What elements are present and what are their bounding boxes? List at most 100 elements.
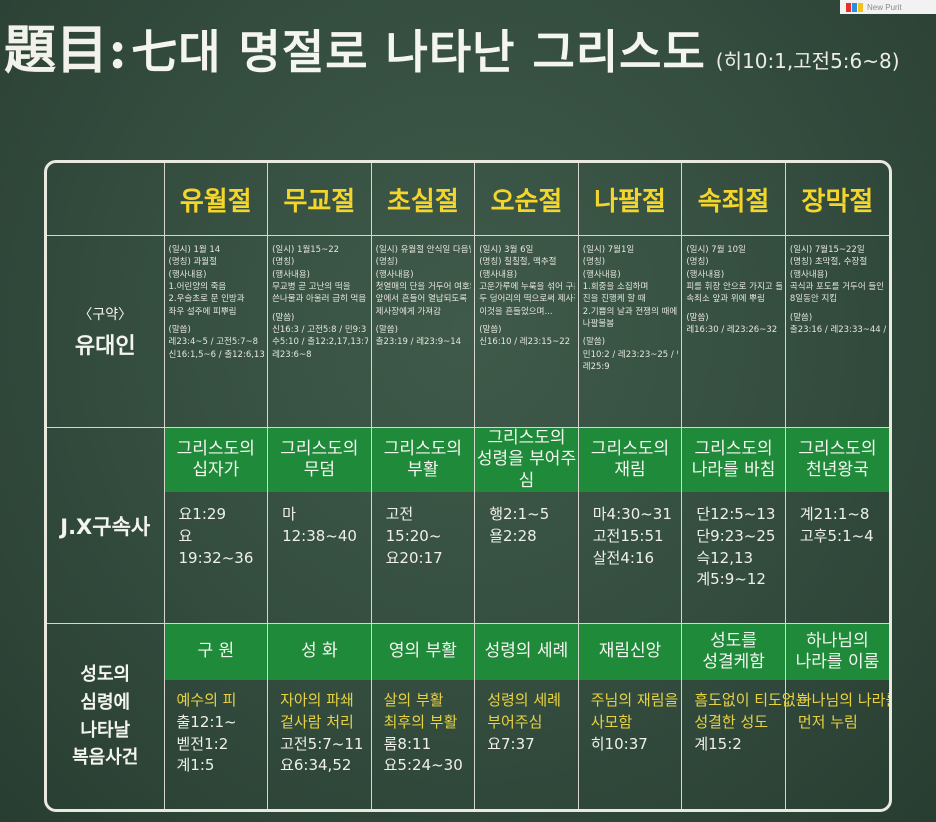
jx-ref: 요19:32~36 (178, 526, 254, 567)
jx-ref: 살전4:16 (592, 548, 655, 567)
jewish-line: 고운가루에 누룩을 섞어 구운 (479, 281, 575, 292)
jewish-row: 〈구약〉 유대인 (일시) 1월 14 (명칭) 과월절 (행사내용) 1.어린양의 … (47, 235, 889, 428)
jx-ref: 마4:30~31 (592, 505, 672, 523)
gospel-theme: 성령의 세례 (487, 691, 561, 709)
gospel-body: 살의 부활 최후의 부활 롬8:11 요5:24~30 (372, 680, 475, 777)
jx-ref: 욜2:28 (489, 526, 537, 545)
gospel-cell: 재림신앙 주님의 재림을 사모함 히10:37 (577, 623, 683, 809)
gospel-cell: 영의 부활 살의 부활 최후의 부활 롬8:11 요5:24~30 (370, 623, 476, 809)
jx-heading-line: 십자가 (192, 460, 240, 480)
gospel-theme: 흠도없이 티도없는 (694, 691, 810, 709)
jewish-line: (행사내용) (686, 269, 725, 280)
jx-cell: 그리스도의 부활 고전15:20~ 요20:17 (370, 427, 476, 624)
gospel-heading-line: 구 원 (197, 641, 235, 662)
jx-row: J.X구속사 그리스도의 십자가 요1:29 요19:32~36 그리스도의 무덤 마12:… (47, 427, 889, 624)
row-head-line: 복음사건 (72, 747, 139, 769)
jx-ref: 슥12,13 (696, 548, 754, 567)
jewish-line: 8일동안 지킴 (789, 294, 838, 305)
feast-name: 장막절 (784, 163, 889, 236)
feast-name: 나팔절 (577, 163, 683, 236)
jewish-line: (행사내용) (168, 269, 207, 280)
jewish-block: (말씀)출23:16 / 레23:33~44 / 신16:13 (790, 312, 886, 337)
jx-heading: 그리스도의 부활 (371, 428, 475, 492)
gospel-cell: 성령의 세례 성령의 세례 부어주심 요7:37 (474, 623, 579, 809)
jx-cell: 그리스도의 십자가 요1:29 요19:32~36 (163, 427, 269, 624)
gospel-heading: 하나님의 나라를 이룸 (785, 624, 889, 680)
gospel-heading-line: 성 화 (301, 641, 338, 662)
corner-cell (47, 163, 165, 236)
jewish-block: (말씀)민10:2 / 레23:23~25 / 민29:1~6레25:9 (583, 336, 679, 373)
gospel-theme: 주님의 재림을 (590, 691, 679, 709)
gospel-ref: 요6:34,52 (280, 756, 352, 775)
row-head-line: 나타날 (80, 719, 131, 741)
gospel-heading-line: 나라를 이룸 (795, 652, 880, 672)
jx-heading-line: 천년왕국 (806, 460, 869, 480)
jewish-line: 수5:10 / 출12:2,17,13:7 (272, 337, 368, 348)
row-head-sub: 〈구약〉 (78, 306, 133, 323)
gospel-body: 흠도없이 티도없는 성결한 성도 계15:2 (682, 680, 810, 755)
feast-name: 오순절 (474, 163, 579, 236)
gospel-ref: 요7:37 (487, 734, 535, 753)
jewish-line: 신16:10 / 레23:15~22 (479, 337, 571, 348)
gospel-heading-line: 하나님의 (806, 630, 869, 651)
jewish-line: (명칭) (582, 257, 606, 268)
page-title: 題目 : 七대 명절로 나타난 그리스도 (히10:1,고전5:6~8) (4, 8, 934, 90)
jx-ref: 마12:38~40 (282, 505, 357, 545)
jewish-line: 이것을 흔들었으며... (479, 306, 553, 317)
feast-header-row: 유월절 무교절 초실절 오순절 나팔절 속죄절 장막절 (47, 163, 889, 236)
jx-heading: 그리스도의 십자가 (164, 428, 268, 492)
gospel-cell: 하나님의 나라를 이룸 하나님의 나라를 먼저 누림 (784, 623, 889, 809)
gospel-heading: 영의 부활 (371, 624, 475, 680)
jx-heading-line: 그리스도의 (590, 438, 670, 459)
title-colon: : (108, 20, 128, 81)
gospel-theme: 최후의 부활 (383, 712, 458, 731)
jewish-line: 쓴나물과 아울러 급히 먹음 (272, 294, 367, 305)
jewish-cell: (일시) 3월 6일 (명칭) 칠칠절, 맥추절 (행사내용) 고운가루에 누룩을 섞… (474, 235, 579, 428)
title-reference: (히10:1,고전5:6~8) (715, 49, 900, 73)
jewish-line: (일시) 7월15~22일 (789, 245, 865, 255)
jewish-cell: (일시) 7월15~22일 (명칭) 초막절, 수장절 (행사내용) 곡식과 포도를 … (784, 235, 889, 428)
jx-refs: 고전15:20~ 요20:17 (372, 492, 475, 569)
jewish-block: (일시) 7월15~22일 (명칭) 초막절, 수장절 (행사내용) 곡식과 포도를 … (790, 244, 886, 306)
jewish-line: 레23:6~8 (272, 349, 312, 360)
jewish-block: (말씀) 신16:10 / 레23:15~22 (479, 324, 575, 349)
jewish-block: (일시) 7월 10일 (명칭)(행사내용)피를 휘장 안으로 가지고 들어가속죄… (686, 244, 782, 306)
gospel-theme: 부어주심 (487, 712, 543, 731)
jx-ref: 요20:17 (385, 548, 443, 567)
gospel-body: 자아의 파쇄 겉사람 처리 고전5:7~11 요6:34,52 (268, 680, 371, 777)
gospel-theme: 성결한 성도 (694, 712, 769, 731)
jewish-cell: (일시) 7월1일 (명칭) (행사내용) 1.회중을 소집하며 진을 진행케 할 때… (577, 235, 683, 428)
row-head-line: 심령에 (80, 691, 131, 713)
jx-heading-line: 그리스도의 (487, 428, 566, 449)
jx-refs: 요1:29 요19:32~36 (165, 492, 268, 569)
gospel-heading-line: 재림신앙 (598, 641, 662, 662)
jewish-line: (일시) 7월1일 (582, 245, 635, 255)
jx-refs: 계21:1~8 고후5:1~4 (786, 492, 889, 548)
jx-heading-line: 그리스도의 (176, 438, 255, 459)
jx-heading: 그리스도의 나라를 바침 (682, 428, 785, 492)
gospel-body: 예수의 피 출12:1~ 벧전1:2 계1:5 (165, 680, 268, 777)
jx-heading: 그리스도의 재림 (578, 428, 682, 492)
gospel-theme: 사모함 (590, 712, 633, 731)
jx-cell: 그리스도의 재림 마4:30~31 고전15:51 살전4:16 (577, 427, 683, 624)
jewish-line: 두 덩어리의 떡으로써 제사장은 (479, 294, 575, 305)
jewish-line: (일시) 유월절 안식일 다음날 (375, 245, 472, 255)
jx-ref: 단9:23~25 (696, 526, 776, 545)
gospel-ref: 요5:24~30 (383, 756, 463, 775)
gospel-theme: 겉사람 처리 (280, 712, 354, 731)
jx-heading: 그리스도의 성령을 부어주심 (475, 428, 578, 492)
jewish-line: (행사내용) (272, 269, 310, 280)
jx-refs: 마4:30~31 고전15:51 살전4:16 (579, 492, 682, 569)
jewish-line: 피를 휘장 안으로 가지고 들어가 (686, 281, 782, 292)
gospel-theme: 먼저 누림 (797, 712, 858, 731)
jewish-line: 레16:30 / 레23:26~32 (686, 324, 778, 335)
gospel-theme: 예수의 피 (176, 691, 237, 709)
gospel-heading: 성령의 세례 (475, 624, 578, 680)
jewish-line: (행사내용) (375, 269, 414, 280)
jewish-line: (행사내용) (582, 269, 621, 280)
jewish-line: 출23:19 / 레23:9~14 (375, 337, 462, 348)
jx-heading-line: 그리스도의 (694, 438, 773, 459)
